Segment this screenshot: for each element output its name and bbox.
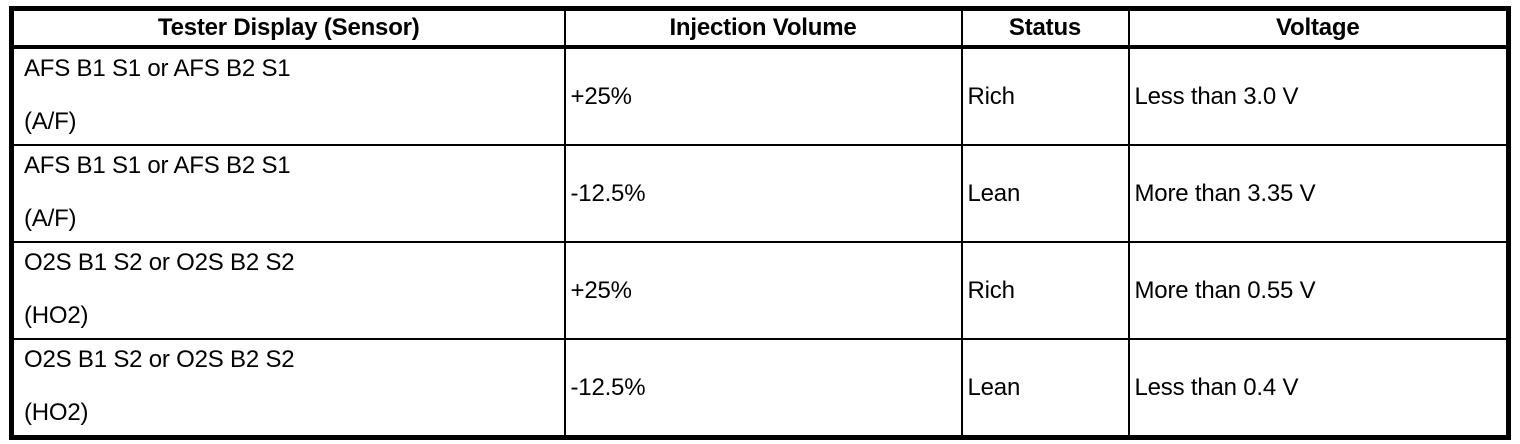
- sensor-injection-spec-table: Tester Display (Sensor) Injection Volume…: [9, 6, 1511, 440]
- sensor-name: O2S B1 S2 or O2S B2 S2: [24, 346, 295, 373]
- cell-status: Rich: [960, 241, 1130, 340]
- cell-voltage: More than 3.35 V: [1127, 144, 1510, 243]
- cell-voltage: Less than 3.0 V: [1127, 46, 1510, 146]
- cell-injection-volume: +25%: [563, 46, 963, 146]
- sensor-name: AFS B1 S1 or AFS B2 S1: [24, 55, 291, 82]
- table-row: O2S B1 S2 or O2S B2 S2 (HO2) +25% Rich M…: [10, 241, 1510, 340]
- column-header-voltage: Voltage: [1127, 7, 1510, 49]
- sensor-type: (A/F): [24, 205, 77, 232]
- cell-injection-volume: -12.5%: [563, 144, 963, 243]
- sensor-type: (A/F): [24, 108, 77, 135]
- sensor-name: AFS B1 S1 or AFS B2 S1: [24, 152, 291, 179]
- column-header-status: Status: [960, 7, 1130, 49]
- column-header-injection-volume: Injection Volume: [563, 7, 963, 49]
- table-row: O2S B1 S2 or O2S B2 S2 (HO2) -12.5% Lean…: [10, 338, 1510, 439]
- column-header-tester-display: Tester Display (Sensor): [10, 7, 566, 49]
- cell-sensor: AFS B1 S1 or AFS B2 S1 (A/F): [10, 144, 566, 243]
- sensor-type: (HO2): [24, 399, 89, 426]
- cell-voltage: Less than 0.4 V: [1127, 338, 1510, 439]
- cell-status: Lean: [960, 144, 1130, 243]
- sensor-type: (HO2): [24, 302, 89, 329]
- table-header-row: Tester Display (Sensor) Injection Volume…: [10, 7, 1510, 49]
- cell-status: Lean: [960, 338, 1130, 439]
- cell-injection-volume: -12.5%: [563, 338, 963, 439]
- sensor-name: O2S B1 S2 or O2S B2 S2: [24, 249, 295, 276]
- cell-injection-volume: +25%: [563, 241, 963, 340]
- cell-sensor: O2S B1 S2 or O2S B2 S2 (HO2): [10, 338, 566, 439]
- cell-voltage: More than 0.55 V: [1127, 241, 1510, 340]
- cell-sensor: AFS B1 S1 or AFS B2 S1 (A/F): [10, 46, 566, 146]
- table-row: AFS B1 S1 or AFS B2 S1 (A/F) -12.5% Lean…: [10, 144, 1510, 243]
- cell-sensor: O2S B1 S2 or O2S B2 S2 (HO2): [10, 241, 566, 340]
- cell-status: Rich: [960, 46, 1130, 146]
- table-row: AFS B1 S1 or AFS B2 S1 (A/F) +25% Rich L…: [10, 46, 1510, 146]
